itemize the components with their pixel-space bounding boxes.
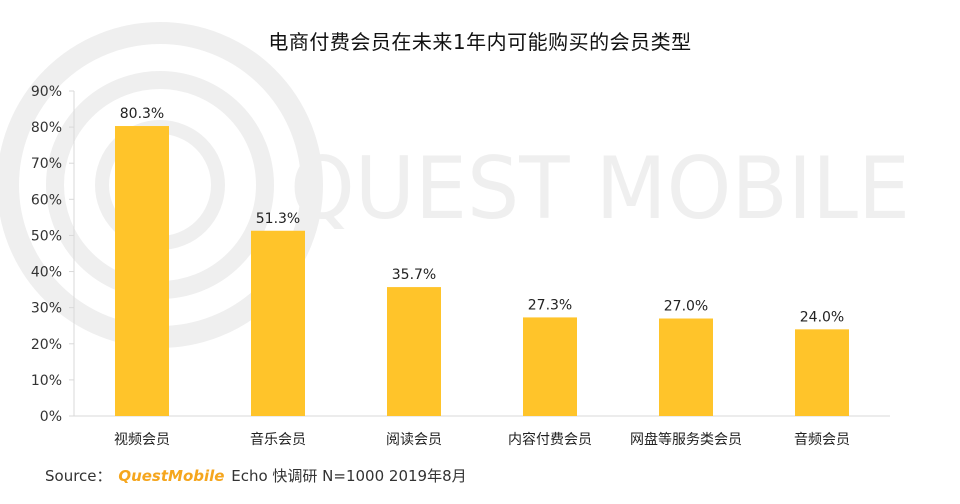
bar-value-label: 51.3% — [256, 211, 300, 227]
bar-value-label: 35.7% — [392, 267, 436, 283]
source-brand: QuestMobile — [118, 467, 225, 485]
x-tick-label: 视频会员 — [114, 432, 170, 448]
bar-value-label: 27.3% — [528, 297, 572, 313]
x-tick-label: 音乐会员 — [250, 431, 306, 448]
y-tick-label: 30% — [31, 301, 62, 317]
y-tick-label: 40% — [31, 265, 62, 281]
y-tick-label: 60% — [31, 192, 62, 208]
bars: 80.3% 视频会员 51.3% 音乐会员 35.7% 阅读会员 27.3% 内容付费会员 27… — [114, 106, 850, 448]
y-tick-label: 20% — [31, 337, 62, 353]
y-tick-label: 90% — [31, 84, 62, 100]
y-tick-label: 50% — [31, 228, 62, 244]
bar-value-label: 27.0% — [664, 299, 708, 315]
source-prefix: Source： — [45, 467, 112, 485]
bar — [523, 317, 577, 416]
source-details: Echo 快调研 N=1000 2019年8月 — [231, 467, 467, 485]
y-tick-label: 0% — [40, 409, 62, 425]
axes: 0% 10% 20% 30% 40% 50% 60% 70% 80% 90% — [31, 84, 890, 425]
x-tick-label: 音频会员 — [794, 431, 850, 448]
bar — [387, 287, 441, 416]
chart-title: 电商付费会员在未来1年内可能购买的会员类型 — [268, 30, 692, 54]
bar-value-label: 24.0% — [800, 309, 844, 325]
watermark-text: QUEST MOBILE — [290, 139, 910, 239]
y-tick-label: 80% — [31, 120, 62, 136]
bar — [659, 318, 713, 416]
y-tick-label: 10% — [31, 373, 62, 389]
x-tick-label: 阅读会员 — [386, 431, 442, 448]
y-tick-label: 70% — [31, 156, 62, 172]
source-note: Source： QuestMobile Echo 快调研 N=1000 2019… — [45, 465, 467, 486]
x-tick-label: 内容付费会员 — [508, 431, 592, 448]
bar-value-label: 80.3% — [120, 106, 164, 122]
bar — [115, 126, 169, 417]
bar — [251, 230, 305, 416]
x-tick-label: 网盘等服务类会员 — [630, 431, 742, 448]
bar — [795, 329, 849, 416]
